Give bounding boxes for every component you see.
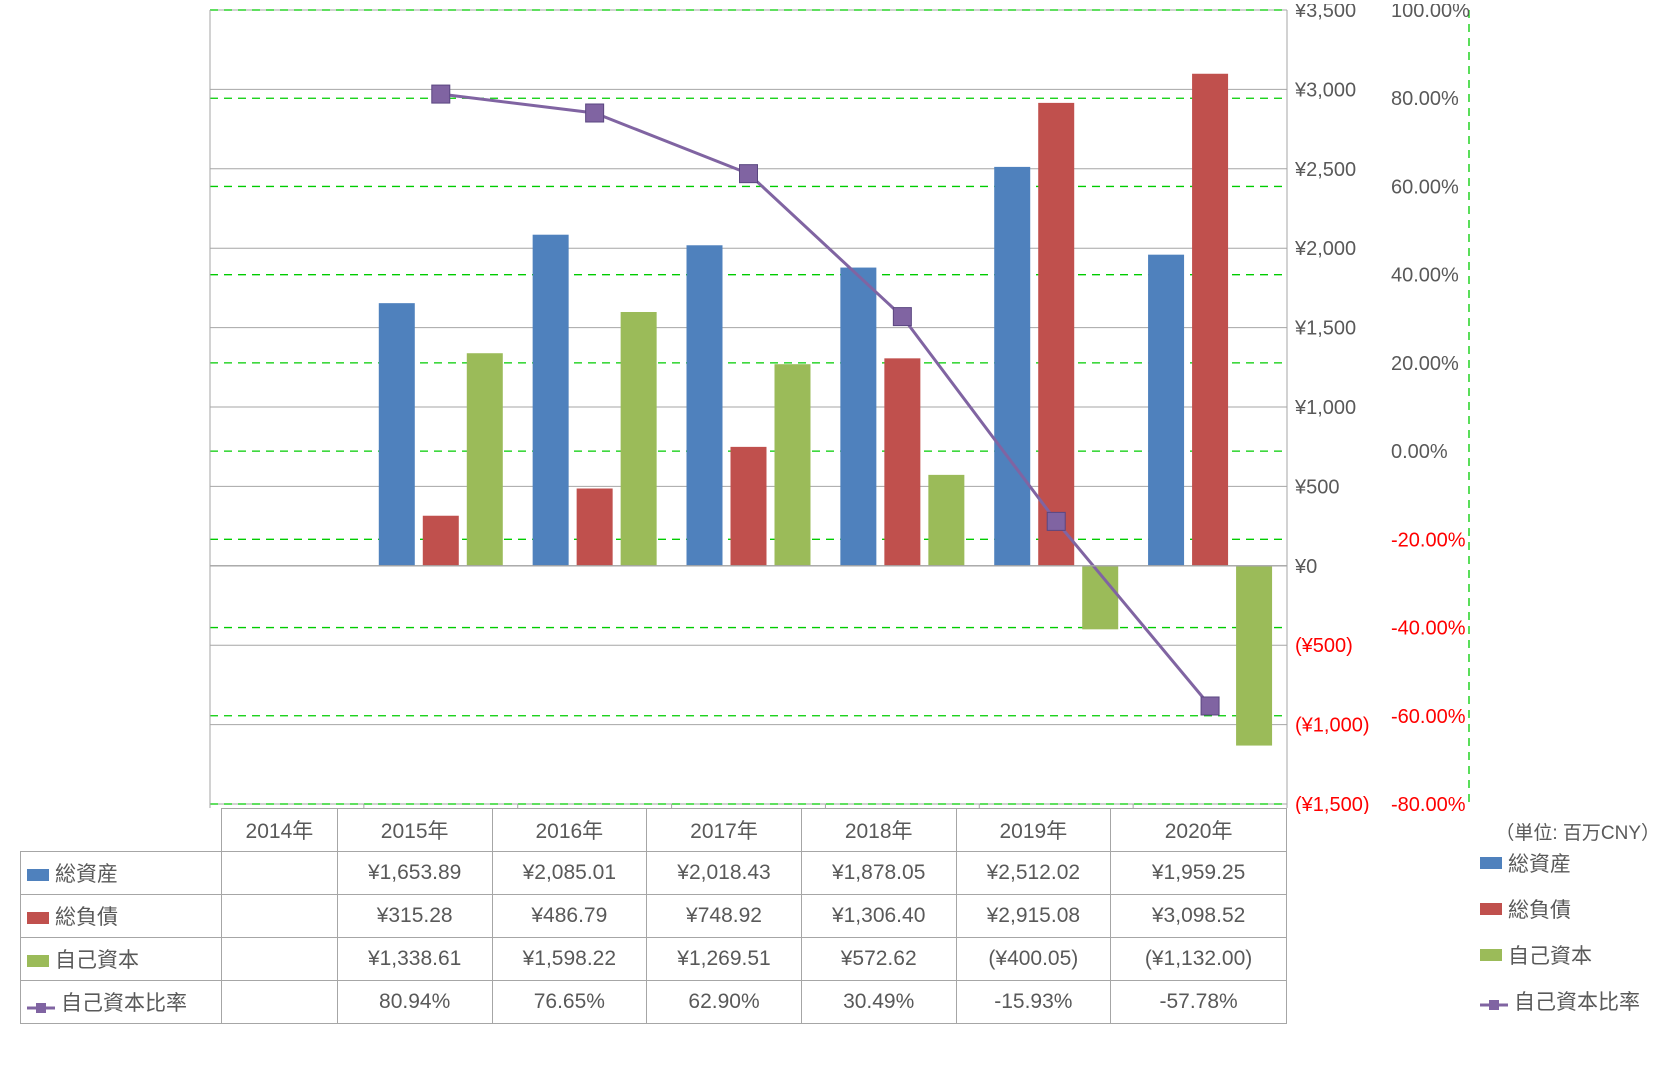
data-cell: ¥1,653.89 — [337, 852, 492, 895]
data-cell: ¥315.28 — [337, 895, 492, 938]
series-header-cell: 自己資本比率 — [21, 981, 222, 1024]
swatch-total-assets-icon — [1480, 857, 1502, 869]
svg-text:100.00%: 100.00% — [1391, 4, 1470, 22]
chart-container: ¥3,500 ¥3,000 ¥2,500 ¥2,000 ¥1,500 ¥1,000 ¥500… — [0, 0, 1670, 1071]
data-cell: ¥1,338.61 — [337, 938, 492, 981]
data-cell — [222, 938, 338, 981]
data-cell: ¥3,098.52 — [1111, 895, 1287, 938]
svg-text:¥2,000: ¥2,000 — [1294, 238, 1356, 260]
data-cell: 76.65% — [492, 981, 647, 1024]
swatch-equity-icon — [1480, 949, 1502, 961]
data-cell: ¥2,085.01 — [492, 852, 647, 895]
data-cell — [222, 981, 338, 1024]
data-cell — [222, 895, 338, 938]
svg-text:¥3,000: ¥3,000 — [1294, 79, 1356, 101]
data-cell: (¥400.05) — [956, 938, 1111, 981]
data-cell: ¥748.92 — [647, 895, 802, 938]
svg-text:(¥1,500): (¥1,500) — [1295, 794, 1370, 814]
table-row: 自己資本比率 80.94% 76.65% 62.90% 30.49% -15.9… — [21, 981, 1287, 1024]
data-cell: ¥1,306.40 — [801, 895, 956, 938]
category-cell: 2015年 — [337, 809, 492, 852]
swatch-equity-icon — [27, 955, 49, 967]
data-cell: -57.78% — [1111, 981, 1287, 1024]
data-cell: ¥1,598.22 — [492, 938, 647, 981]
table-row: 自己資本 ¥1,338.61 ¥1,598.22 ¥1,269.51 ¥572.… — [21, 938, 1287, 981]
svg-text:60.00%: 60.00% — [1391, 176, 1459, 198]
svg-text:-80.00%: -80.00% — [1391, 794, 1466, 814]
combo-chart: ¥3,500 ¥3,000 ¥2,500 ¥2,000 ¥1,500 ¥1,000 ¥500… — [20, 4, 1480, 814]
category-cell: 2014年 — [222, 809, 338, 852]
legend-label: 総資産 — [1508, 848, 1571, 878]
data-cell: ¥1,959.25 — [1111, 852, 1287, 895]
svg-text:¥2,500: ¥2,500 — [1294, 159, 1356, 181]
svg-text:¥1,000: ¥1,000 — [1294, 397, 1356, 419]
svg-text:40.00%: 40.00% — [1391, 265, 1459, 287]
legend-label: 総負債 — [1508, 894, 1571, 924]
swatch-total-liab-icon — [27, 912, 49, 924]
data-cell — [222, 852, 338, 895]
series-name: 自己資本比率 — [61, 992, 187, 1015]
svg-text:-60.00%: -60.00% — [1391, 706, 1466, 728]
swatch-ratio-icon — [1480, 994, 1508, 1008]
svg-text:¥0: ¥0 — [1294, 556, 1317, 578]
svg-text:¥1,500: ¥1,500 — [1294, 318, 1356, 340]
category-cell: 2016年 — [492, 809, 647, 852]
series-name: 総資産 — [55, 863, 118, 886]
data-cell: ¥2,512.02 — [956, 852, 1111, 895]
data-cell: -15.93% — [956, 981, 1111, 1024]
svg-text:-40.00%: -40.00% — [1391, 618, 1466, 640]
category-cell: 2017年 — [647, 809, 802, 852]
table-row-categories: 2014年 2015年 2016年 2017年 2018年 2019年 2020… — [21, 809, 1287, 852]
data-cell: ¥572.62 — [801, 938, 956, 981]
data-cell: ¥2,018.43 — [647, 852, 802, 895]
series-name: 自己資本 — [55, 949, 139, 972]
svg-text:20.00%: 20.00% — [1391, 353, 1459, 375]
data-cell: 62.90% — [647, 981, 802, 1024]
svg-text:0.00%: 0.00% — [1391, 441, 1448, 463]
series-header-cell: 総資産 — [21, 852, 222, 895]
category-cell: 2020年 — [1111, 809, 1287, 852]
swatch-total-assets-icon — [27, 869, 49, 881]
series-header-cell: 総負債 — [21, 895, 222, 938]
data-cell: 30.49% — [801, 981, 956, 1024]
swatch-total-liab-icon — [1480, 903, 1502, 915]
table-row: 総資産 ¥1,653.89 ¥2,085.01 ¥2,018.43 ¥1,878… — [21, 852, 1287, 895]
table-row: 総負債 ¥315.28 ¥486.79 ¥748.92 ¥1,306.40 ¥2… — [21, 895, 1287, 938]
svg-text:-20.00%: -20.00% — [1391, 529, 1466, 551]
category-cell: 2018年 — [801, 809, 956, 852]
svg-text:¥500: ¥500 — [1294, 476, 1340, 498]
data-cell: ¥1,878.05 — [801, 852, 956, 895]
series-header-cell: 自己資本 — [21, 938, 222, 981]
unit-label: （単位: 百万CNY） — [1495, 818, 1660, 845]
svg-text:(¥1,000): (¥1,000) — [1295, 715, 1370, 737]
legend-label: 自己資本比率 — [1514, 986, 1640, 1016]
data-cell: ¥486.79 — [492, 895, 647, 938]
legend-label: 自己資本 — [1508, 940, 1592, 970]
category-cell: 2019年 — [956, 809, 1111, 852]
data-cell: ¥1,269.51 — [647, 938, 802, 981]
data-cell: 80.94% — [337, 981, 492, 1024]
data-cell: (¥1,132.00) — [1111, 938, 1287, 981]
data-cell: ¥2,915.08 — [956, 895, 1111, 938]
legend-right: 総資産 総負債 自己資本 自己資本比率 — [1480, 848, 1660, 1032]
series-name: 総負債 — [55, 906, 118, 929]
svg-text:80.00%: 80.00% — [1391, 88, 1459, 110]
data-table: 2014年 2015年 2016年 2017年 2018年 2019年 2020… — [20, 808, 1287, 1024]
svg-text:(¥500): (¥500) — [1295, 635, 1353, 657]
swatch-ratio-icon — [27, 997, 55, 1011]
svg-text:¥3,500: ¥3,500 — [1294, 4, 1356, 22]
